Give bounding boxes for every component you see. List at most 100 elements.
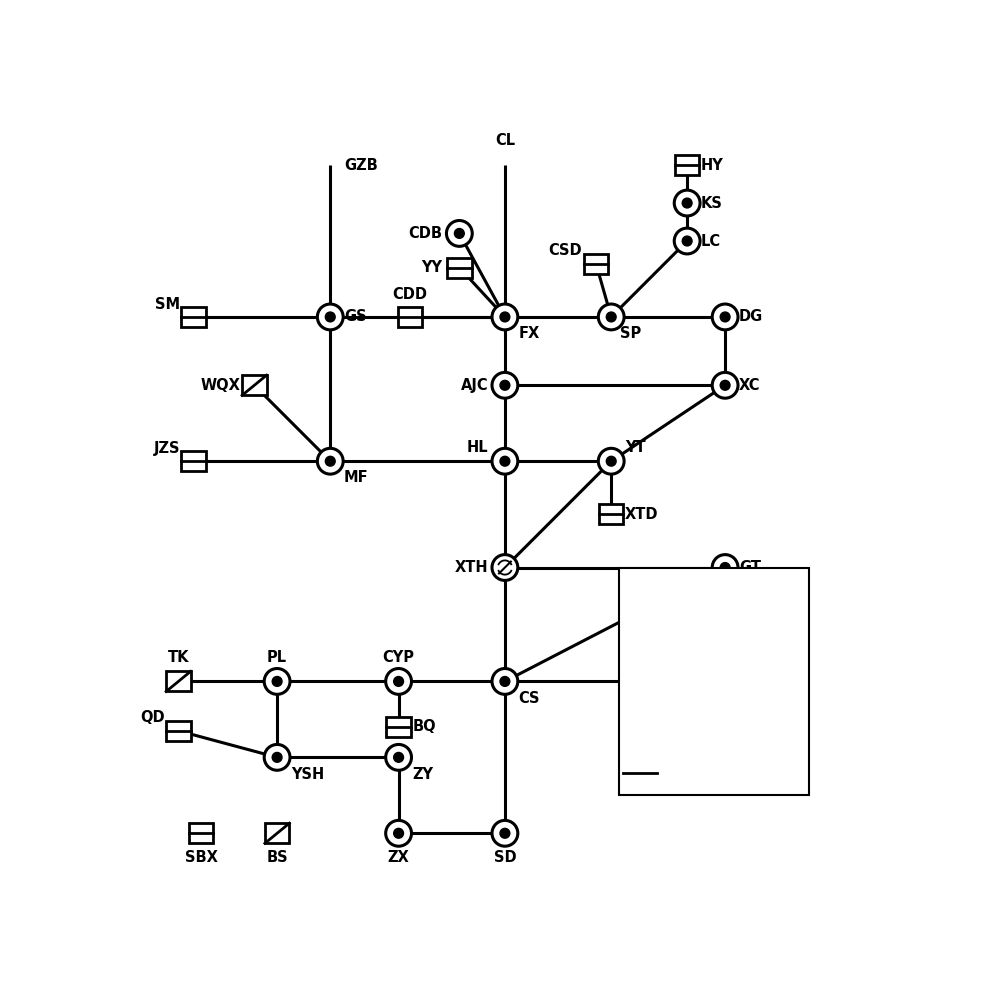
Text: CSD: CSD xyxy=(549,243,582,258)
Circle shape xyxy=(394,676,404,686)
Circle shape xyxy=(629,715,651,738)
Text: YT: YT xyxy=(625,440,646,455)
Text: KS: KS xyxy=(701,195,723,210)
Text: GZB: GZB xyxy=(344,157,378,172)
Bar xyxy=(189,824,213,844)
Circle shape xyxy=(500,380,510,390)
Text: 火电厂: 火电厂 xyxy=(668,583,696,598)
Circle shape xyxy=(272,676,282,686)
Circle shape xyxy=(386,821,412,847)
Bar xyxy=(398,307,422,327)
Text: HY: HY xyxy=(701,157,724,172)
Text: SP: SP xyxy=(620,326,642,342)
Circle shape xyxy=(492,555,518,581)
Circle shape xyxy=(500,312,510,322)
Circle shape xyxy=(674,190,700,216)
Bar xyxy=(675,155,699,175)
Bar xyxy=(242,375,267,395)
Circle shape xyxy=(317,448,343,474)
Bar xyxy=(166,721,191,741)
Text: 直流换流站: 直流换流站 xyxy=(668,719,714,734)
Text: DG: DG xyxy=(739,310,763,325)
Text: WQX: WQX xyxy=(201,377,241,392)
Bar xyxy=(619,568,809,796)
Circle shape xyxy=(386,668,412,694)
Text: JZS: JZS xyxy=(153,441,180,456)
Circle shape xyxy=(492,448,518,474)
Bar xyxy=(599,504,623,525)
Text: PL: PL xyxy=(267,649,287,664)
Circle shape xyxy=(492,304,518,330)
Text: BS: BS xyxy=(266,850,288,865)
Circle shape xyxy=(682,236,692,246)
Text: CS: CS xyxy=(519,690,540,705)
Circle shape xyxy=(712,304,738,330)
Circle shape xyxy=(500,829,510,839)
Text: XTD: XTD xyxy=(625,507,658,522)
Text: 500kV变电站: 500kV变电站 xyxy=(668,674,744,689)
Text: ZX: ZX xyxy=(388,850,409,865)
Text: XTH: XTH xyxy=(455,560,488,575)
Text: YX: YX xyxy=(676,649,698,664)
Text: CYP: CYP xyxy=(383,649,415,664)
Text: BQ: BQ xyxy=(412,719,436,734)
Circle shape xyxy=(454,228,464,238)
Circle shape xyxy=(394,829,404,839)
Text: XC: XC xyxy=(739,377,760,392)
Text: FX: FX xyxy=(519,326,540,342)
Text: 水电厂: 水电厂 xyxy=(668,628,696,643)
Circle shape xyxy=(606,456,616,466)
Text: HL: HL xyxy=(467,440,488,455)
Circle shape xyxy=(492,668,518,694)
Bar xyxy=(265,824,289,844)
Circle shape xyxy=(325,456,335,466)
Circle shape xyxy=(394,752,404,762)
Text: GT: GT xyxy=(739,560,761,575)
Circle shape xyxy=(492,821,518,847)
Circle shape xyxy=(446,220,472,246)
Text: MF: MF xyxy=(344,470,369,485)
Text: YY: YY xyxy=(422,260,443,275)
Circle shape xyxy=(720,312,730,322)
Text: SD: SD xyxy=(494,850,516,865)
Circle shape xyxy=(492,373,518,398)
Circle shape xyxy=(264,744,290,770)
Text: TK: TK xyxy=(168,649,189,664)
Bar xyxy=(629,582,651,600)
Text: QD: QD xyxy=(140,709,165,725)
Text: AJC: AJC xyxy=(461,377,488,392)
Text: YSH: YSH xyxy=(291,767,324,782)
Circle shape xyxy=(500,676,510,686)
Text: SBX: SBX xyxy=(185,850,218,865)
Circle shape xyxy=(606,312,616,322)
Circle shape xyxy=(682,198,692,208)
Bar xyxy=(584,254,608,274)
Circle shape xyxy=(386,744,412,770)
Circle shape xyxy=(712,555,738,581)
Circle shape xyxy=(325,312,335,322)
Circle shape xyxy=(272,752,282,762)
Bar xyxy=(386,717,411,737)
Bar xyxy=(447,258,472,278)
Circle shape xyxy=(500,456,510,466)
Circle shape xyxy=(712,373,738,398)
Text: SM: SM xyxy=(155,297,180,312)
Circle shape xyxy=(317,304,343,330)
Text: GS: GS xyxy=(344,310,367,325)
Text: CL: CL xyxy=(495,133,515,148)
Text: CDB: CDB xyxy=(409,226,443,241)
Bar xyxy=(181,307,206,327)
Bar xyxy=(675,671,699,691)
Text: 交流线路: 交流线路 xyxy=(668,765,705,780)
Bar xyxy=(166,671,191,691)
Circle shape xyxy=(636,677,644,686)
Text: CDD: CDD xyxy=(392,287,427,302)
Circle shape xyxy=(598,448,624,474)
Circle shape xyxy=(720,380,730,390)
Circle shape xyxy=(264,668,290,694)
Circle shape xyxy=(674,228,700,254)
Bar xyxy=(629,626,651,644)
Circle shape xyxy=(720,563,730,573)
Text: ZY: ZY xyxy=(412,767,433,782)
Bar xyxy=(181,451,206,471)
